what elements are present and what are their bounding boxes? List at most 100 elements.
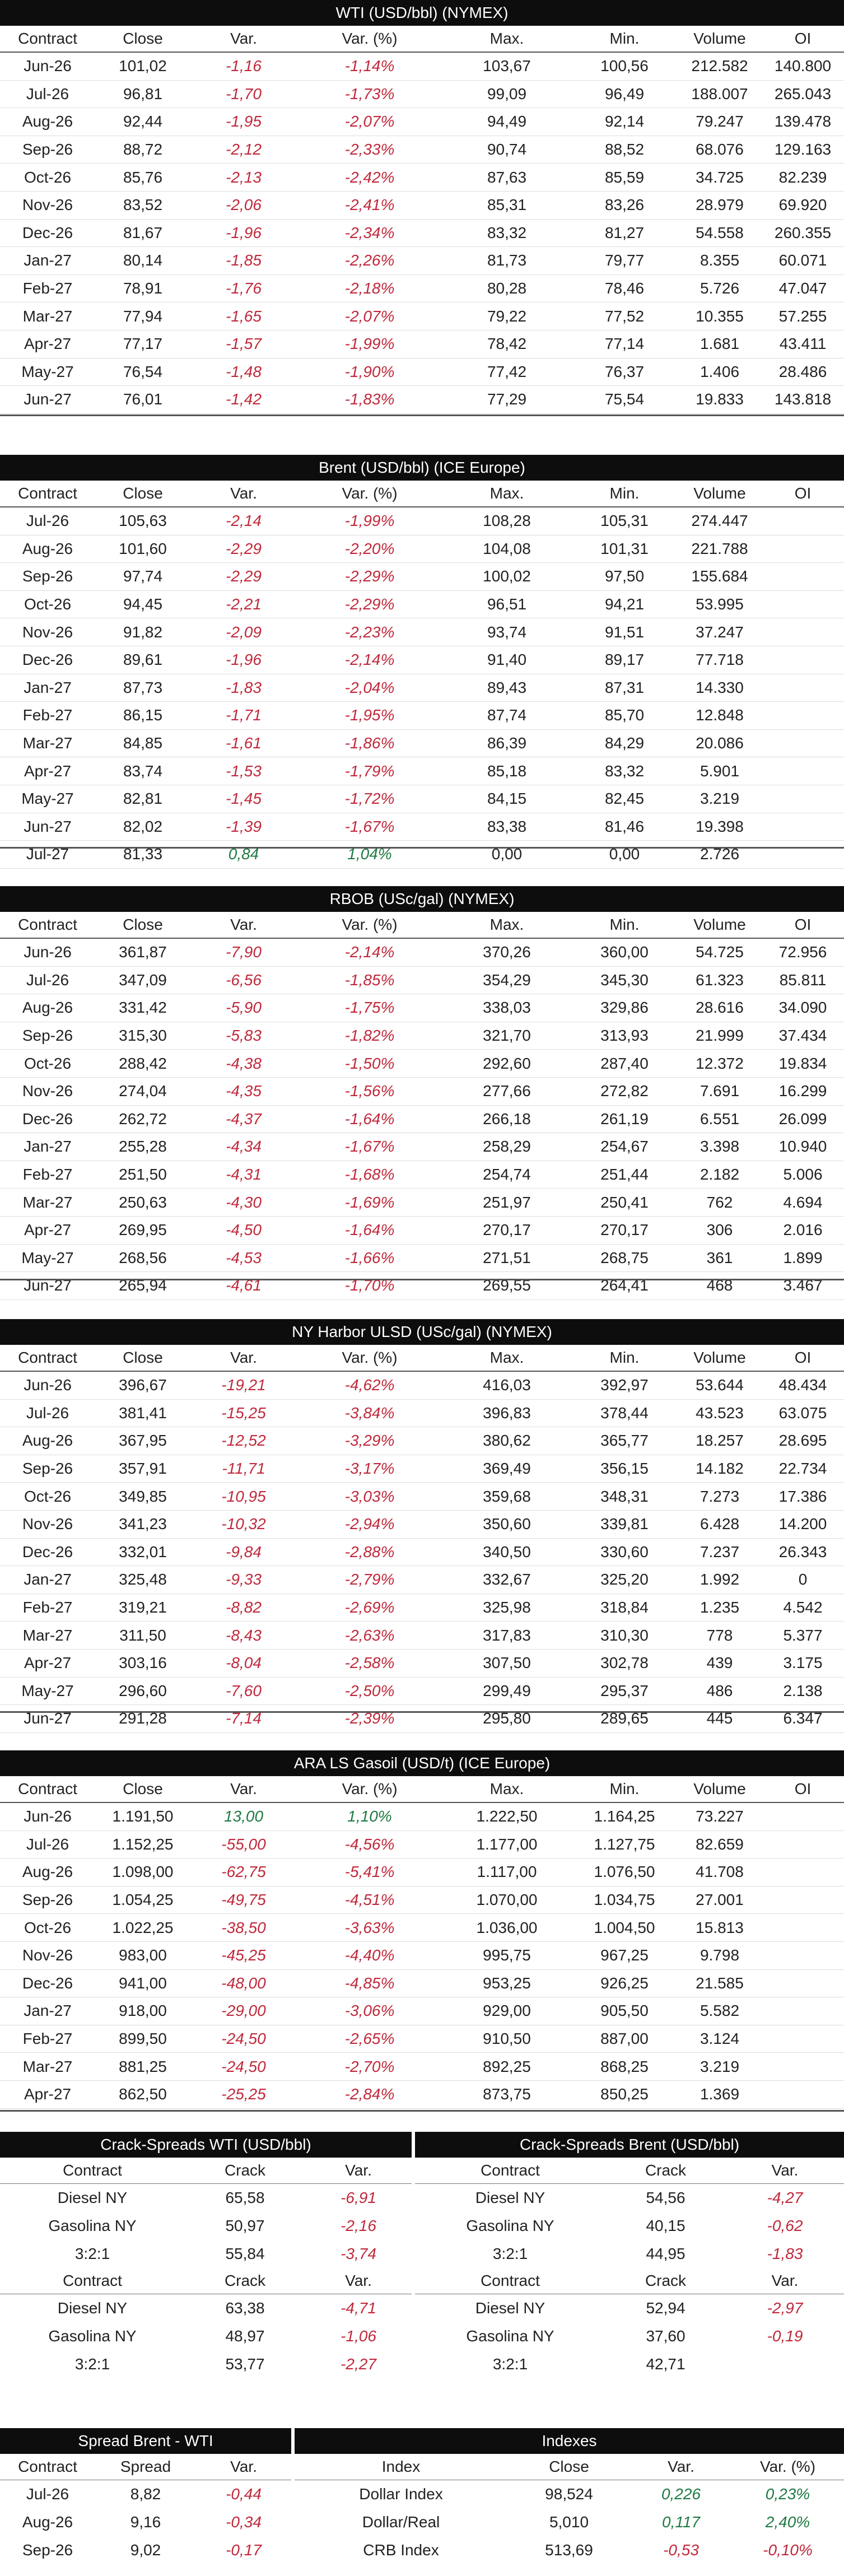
table-cell bbox=[762, 701, 844, 730]
table-cell: 868,25 bbox=[571, 2052, 678, 2081]
table-cell: Dec-26 bbox=[0, 1969, 95, 1998]
table-row: Jun-26 361,87 -7,90 -2,14% 370,26 360,00 54.72… bbox=[0, 938, 844, 967]
column-header: OI bbox=[762, 912, 844, 939]
column-header: Volume bbox=[678, 1345, 762, 1372]
table-cell: 1.191,50 bbox=[95, 1802, 190, 1831]
column-header: Volume bbox=[678, 26, 762, 53]
table-cell bbox=[762, 1886, 844, 1914]
table-cell: 94,21 bbox=[571, 590, 678, 619]
table-cell: -1,70% bbox=[297, 1271, 442, 1300]
column-header: Var. bbox=[196, 2454, 291, 2480]
table-cell: 3:2:1 bbox=[492, 2245, 528, 2262]
table-row: Sep-26 357,91 -11,71 -3,17% 369,49 356,15 14.1… bbox=[0, 1455, 844, 1483]
column-header: Min. bbox=[571, 1776, 678, 1803]
table-row: Dec-26 262,72 -4,37 -1,64% 266,18 261,19 6.551… bbox=[0, 1105, 844, 1134]
table-cell: 57.255 bbox=[762, 302, 844, 330]
table-cell: 16.299 bbox=[762, 1077, 844, 1106]
table-cell: -15,25 bbox=[190, 1399, 297, 1428]
quote-section: WTI (USD/bbl) (NYMEX) Contract Close Var. Va… bbox=[0, 0, 844, 414]
table-cell: Sep-26 bbox=[0, 1886, 95, 1914]
table-cell: Jun-26 bbox=[0, 1371, 95, 1400]
column-header: Min. bbox=[571, 481, 678, 507]
table-cell: -4,35 bbox=[190, 1077, 297, 1106]
table-cell: 289,65 bbox=[571, 1704, 678, 1733]
table-cell: -1,79% bbox=[297, 757, 442, 785]
table-cell: 3:2:1 bbox=[74, 2355, 110, 2373]
table-row: Sep-26 88,72 -2,12 -2,33% 90,74 88,52 68.076 12… bbox=[0, 136, 844, 164]
table-cell: 396,83 bbox=[442, 1399, 571, 1428]
header-gap bbox=[291, 2428, 295, 2454]
table-cell: May-27 bbox=[0, 358, 95, 386]
table-cell: 0,117 bbox=[662, 2513, 700, 2531]
column-header: Contract bbox=[415, 2268, 605, 2294]
table-cell: 85,76 bbox=[95, 163, 190, 192]
header-gap bbox=[412, 2132, 415, 2158]
table-cell: 250,41 bbox=[571, 1188, 678, 1217]
table-cell: -2,29 bbox=[190, 535, 297, 563]
table-cell: 50,97 bbox=[225, 2217, 265, 2234]
table-cell: 14.182 bbox=[678, 1455, 762, 1483]
table-cell: 6.347 bbox=[762, 1704, 844, 1733]
table-cell: -0,62 bbox=[767, 2217, 803, 2234]
table-cell: -1,48 bbox=[190, 358, 297, 386]
table-cell: -1,68% bbox=[297, 1161, 442, 1189]
table-cell: 0,00 bbox=[571, 840, 678, 869]
table-cell: 81,67 bbox=[95, 219, 190, 248]
table-row: Oct-26 288,42 -4,38 -1,50% 292,60 287,40 12.37… bbox=[0, 1049, 844, 1078]
table-cell: 82,81 bbox=[95, 785, 190, 813]
table-cell: 2.016 bbox=[762, 1216, 844, 1245]
table-cell: -7,60 bbox=[190, 1677, 297, 1706]
divider bbox=[0, 1711, 844, 1713]
table-cell: 68.076 bbox=[678, 136, 762, 164]
table-cell: -1,70 bbox=[190, 80, 297, 109]
spread-table: Contract Spread Var. Jul-26 8,82 -0,44 Aug-26 9… bbox=[0, 2454, 291, 2564]
column-header: Close bbox=[95, 481, 190, 507]
table-cell: Jul-27 bbox=[0, 840, 95, 869]
table-row: Sep-26 315,30 -5,83 -1,82% 321,70 313,93 21.99… bbox=[0, 1022, 844, 1050]
table-cell: 3:2:1 bbox=[492, 2355, 528, 2373]
table-cell: 1.070,00 bbox=[442, 1886, 571, 1914]
table-cell: -1,45 bbox=[190, 785, 297, 813]
table-cell: -62,75 bbox=[190, 1858, 297, 1886]
table-cell: 63,38 bbox=[225, 2299, 265, 2317]
table-cell: -1,67% bbox=[297, 1133, 442, 1161]
table-cell: Diesel NY bbox=[57, 2299, 128, 2317]
quote-table: Contract Close Var. Var. (%) Max. Min. Volume O… bbox=[0, 26, 844, 414]
spread-title: Spread Brent - WTI bbox=[0, 2428, 291, 2454]
table-cell: 76,37 bbox=[571, 358, 678, 386]
table-row: Gasolina NY 37,60 -0,19 bbox=[415, 2322, 844, 2350]
column-header: Contract bbox=[0, 1776, 95, 1803]
table-cell: 40,15 bbox=[646, 2217, 686, 2234]
table-cell: 96,51 bbox=[442, 590, 571, 619]
table-cell: -1,53 bbox=[190, 757, 297, 785]
table-cell: 250,63 bbox=[95, 1188, 190, 1217]
column-header: Contract bbox=[0, 2454, 95, 2480]
table-cell: May-27 bbox=[0, 785, 95, 813]
table-cell: 9,16 bbox=[130, 2513, 161, 2531]
table-cell: 348,31 bbox=[571, 1482, 678, 1511]
table-cell: 918,00 bbox=[95, 1997, 190, 2025]
table-cell: 53.644 bbox=[678, 1371, 762, 1400]
table-cell: Oct-26 bbox=[0, 1913, 95, 1942]
table-cell: 104,08 bbox=[442, 535, 571, 563]
table-cell: -4,61 bbox=[190, 1271, 297, 1300]
table-cell: 445 bbox=[678, 1704, 762, 1733]
table-cell: 251,44 bbox=[571, 1161, 678, 1189]
table-cell: 82,45 bbox=[571, 785, 678, 813]
table-cell: 349,85 bbox=[95, 1482, 190, 1511]
table-row: Apr-27 862,50 -25,25 -2,84% 873,75 850,25 1.36… bbox=[0, 2080, 844, 2109]
table-row: Jan-27 918,00 -29,00 -3,06% 929,00 905,50 5.58… bbox=[0, 1997, 844, 2025]
table-cell: 98,524 bbox=[545, 2485, 593, 2503]
table-cell: 1.054,25 bbox=[95, 1886, 190, 1914]
table-cell: 359,68 bbox=[442, 1482, 571, 1511]
table-cell: -2,09 bbox=[190, 618, 297, 646]
table-cell: -1,83 bbox=[767, 2245, 803, 2262]
table-cell: -8,43 bbox=[190, 1621, 297, 1650]
table-cell: 302,78 bbox=[571, 1649, 678, 1678]
table-cell: 21.999 bbox=[678, 1022, 762, 1050]
table-cell: 340,50 bbox=[442, 1538, 571, 1567]
table-row: Oct-26 349,85 -10,95 -3,03% 359,68 348,31 7.27… bbox=[0, 1482, 844, 1511]
table-cell: 42,71 bbox=[646, 2355, 686, 2373]
table-cell: -8,82 bbox=[190, 1594, 297, 1622]
table-cell: 79,22 bbox=[442, 302, 571, 330]
